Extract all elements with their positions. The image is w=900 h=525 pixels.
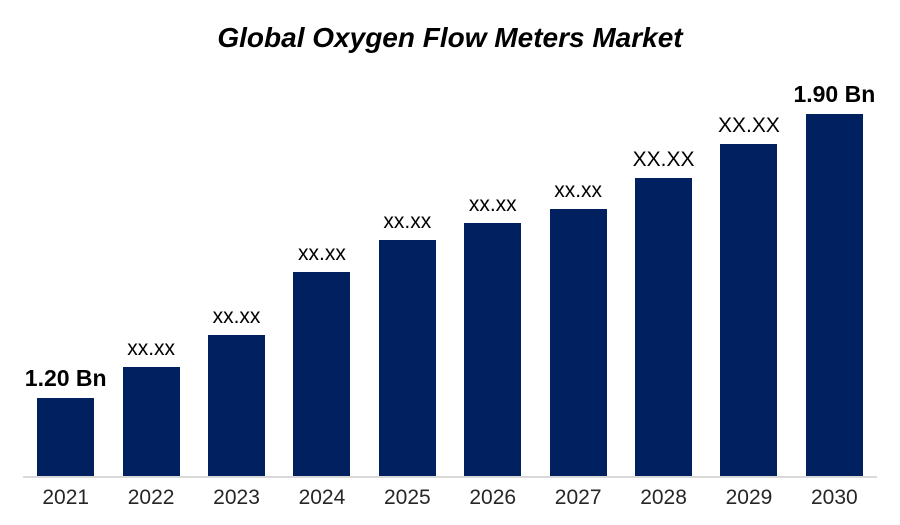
year-label-2027: 2027 <box>554 486 602 509</box>
bar-2024 <box>293 272 351 476</box>
bar-column-2021: 1.20 Bn <box>23 0 108 476</box>
year-label-2026: 2026 <box>469 486 517 509</box>
bar-column-2028: XX.XX <box>621 0 706 476</box>
bar-column-2022: xx.xx <box>108 0 193 476</box>
bar-column-2030: 1.90 Bn <box>792 0 877 476</box>
value-label-2030: 1.90 Bn <box>793 81 876 107</box>
bar-column-2024: xx.xx <box>279 0 364 476</box>
bar-column-2026: xx.xx <box>450 0 535 476</box>
value-label-2024: xx.xx <box>298 242 346 265</box>
bar-column-2029: XX.XX <box>706 0 791 476</box>
value-label-2029: XX.XX <box>718 114 780 137</box>
bar-2030 <box>805 114 863 476</box>
year-label-2023: 2023 <box>213 486 260 509</box>
bar-column-2025: xx.xx <box>365 0 450 476</box>
year-label-2028: 2028 <box>640 486 687 509</box>
bar-2026 <box>464 223 522 476</box>
bar-2022 <box>122 367 180 476</box>
year-label-2024: 2024 <box>298 486 346 509</box>
year-label-2021: 2021 <box>42 486 90 509</box>
plot-area: 1.20 Bn xx.xx xx.xx xx.xx xx.xx xx.xx xx.xx XX.… <box>23 0 877 476</box>
value-label-2026: xx.xx <box>468 193 517 216</box>
value-label-2027: xx.xx <box>554 179 603 202</box>
bars-container: 1.20 Bn xx.xx xx.xx xx.xx xx.xx xx.xx xx.xx XX.… <box>23 0 877 476</box>
value-label-2023: xx.xx <box>212 305 261 328</box>
bar-2027 <box>549 209 607 476</box>
x-axis-labels: 2021 2022 2023 2024 2025 2026 2027 2028 2029 2030 <box>23 486 877 509</box>
bar-column-2023: xx.xx <box>194 0 279 476</box>
value-label-2028: XX.XX <box>632 148 695 171</box>
bar-2029 <box>720 144 778 476</box>
bar-2021 <box>37 398 95 476</box>
value-label-2021: 1.20 Bn <box>24 365 107 391</box>
chart-title: Global Oxygen Flow Meters Market <box>217 22 683 53</box>
bar-2025 <box>378 240 436 476</box>
value-label-2022: xx.xx <box>127 337 176 360</box>
bar-2028 <box>635 178 693 476</box>
bar-2023 <box>208 335 266 476</box>
year-label-2029: 2029 <box>725 486 773 509</box>
year-label-2025: 2025 <box>383 486 431 509</box>
x-axis-line <box>23 476 877 478</box>
year-label-2030: 2030 <box>811 486 858 509</box>
bar-column-2027: xx.xx <box>535 0 620 476</box>
value-label-2025: xx.xx <box>383 210 432 233</box>
year-label-2022: 2022 <box>127 486 175 509</box>
